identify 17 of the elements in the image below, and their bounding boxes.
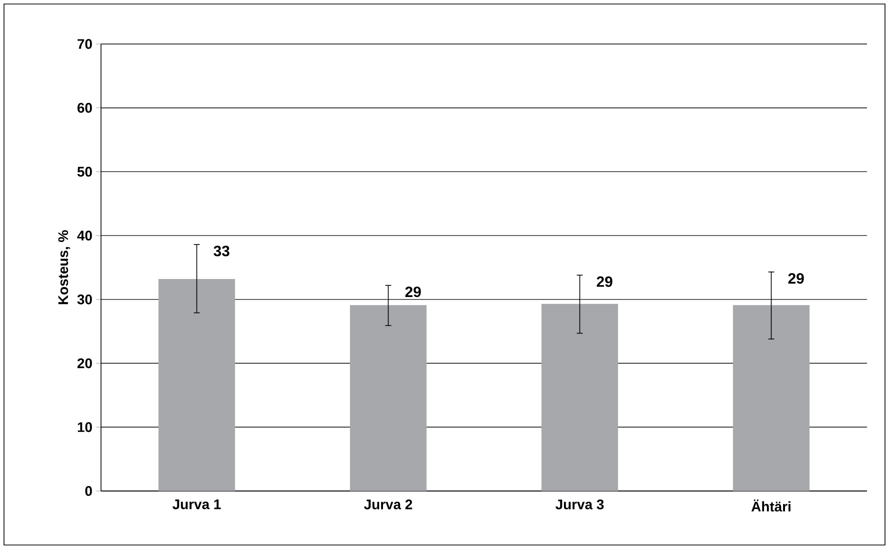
y-tick-label: 20 [77,358,92,368]
y-tick-label: 50 [77,166,92,177]
y-tick-label: 40 [77,230,92,240]
y-tick-label: 70 [78,39,92,49]
y-tick-label: 0 [85,486,92,496]
data-label: 29 [405,286,421,298]
x-tick-label: Ähtäri [751,499,790,512]
data-label: 29 [788,273,804,284]
y-tick-label: 60 [77,102,92,113]
x-tick-label: Jurva 2 [364,499,412,510]
x-tick-label: Jurva 1 [172,500,221,510]
y-tick-label: 30 [77,294,92,304]
y-axis-title: Kosteus, % [58,230,70,304]
data-label: 33 [214,246,230,256]
y-tick-label: 10 [78,422,92,432]
data-label: 29 [596,276,612,287]
x-tick-label: Jurva 3 [556,499,604,510]
